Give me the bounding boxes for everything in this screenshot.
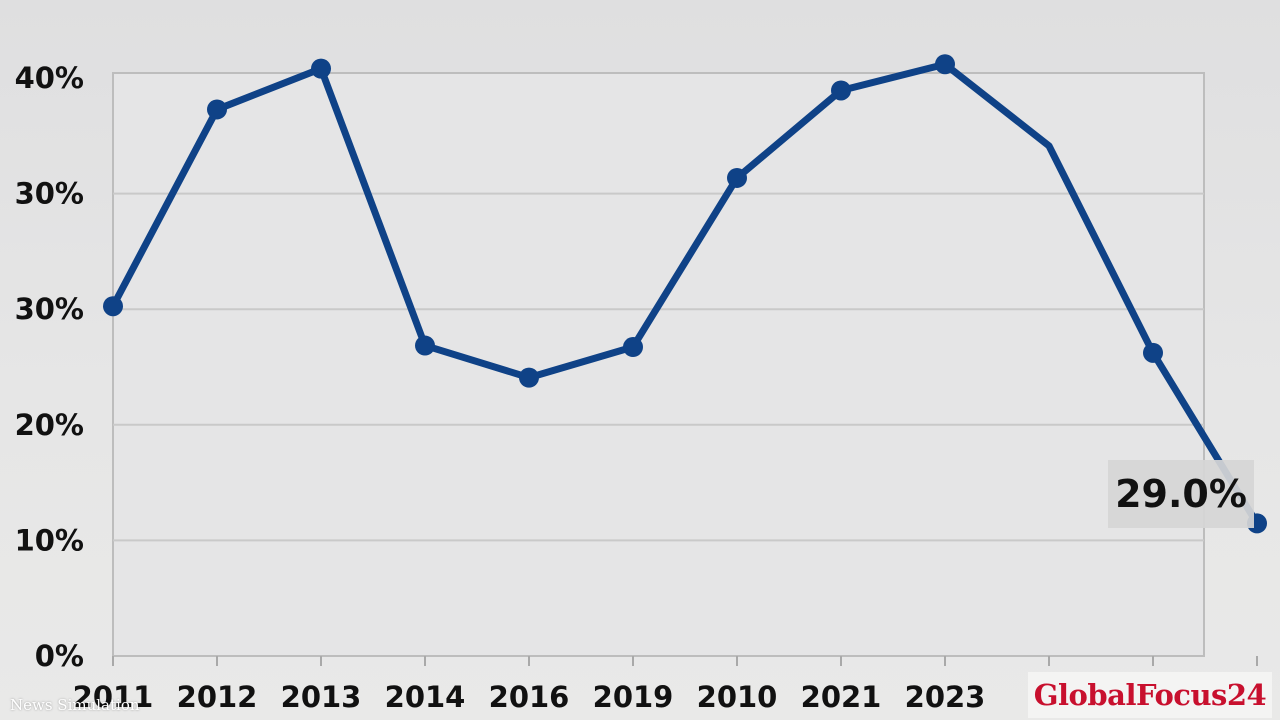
x-tick-label: 2019	[593, 680, 674, 714]
data-point	[623, 337, 643, 358]
y-tick-label: 20%	[15, 408, 84, 442]
data-point	[1143, 342, 1163, 363]
y-tick-label: 30%	[15, 177, 84, 211]
x-tick-label: 2023	[905, 680, 986, 714]
x-axis-ticks: 2011 2012 2013 2014 2016 2019 2010 2021 2023	[73, 656, 1258, 714]
data-point	[935, 54, 955, 75]
watermark-text: News Simulation	[10, 696, 140, 714]
y-axis-ticks: 40% 30% 30% 20% 10% 0%	[15, 61, 84, 673]
x-tick-label: 2021	[801, 680, 882, 714]
x-tick-label: 2014	[385, 680, 466, 714]
data-point	[207, 99, 227, 120]
value-callout: 29.0%	[1108, 460, 1254, 528]
data-point	[831, 80, 851, 101]
data-point	[415, 335, 435, 356]
channel-logo: GlobalFocus24	[1028, 672, 1272, 718]
series-line	[109, 60, 1261, 527]
x-tick-label: 2010	[697, 680, 778, 714]
x-tick-label: 2012	[177, 680, 258, 714]
x-tick-label: 2011	[73, 680, 154, 714]
data-point	[519, 367, 539, 388]
data-point	[727, 167, 747, 188]
x-tick-label: 2016	[489, 680, 570, 714]
x-tick-label: 2013	[281, 680, 362, 714]
data-point	[311, 58, 331, 79]
data-point	[103, 296, 123, 317]
y-tick-label: 0%	[35, 639, 84, 673]
y-tick-label: 30%	[15, 292, 84, 326]
y-tick-label: 40%	[15, 61, 84, 95]
y-tick-label: 10%	[15, 523, 84, 557]
gridlines	[113, 192, 1204, 542]
plot-area	[112, 72, 1205, 657]
